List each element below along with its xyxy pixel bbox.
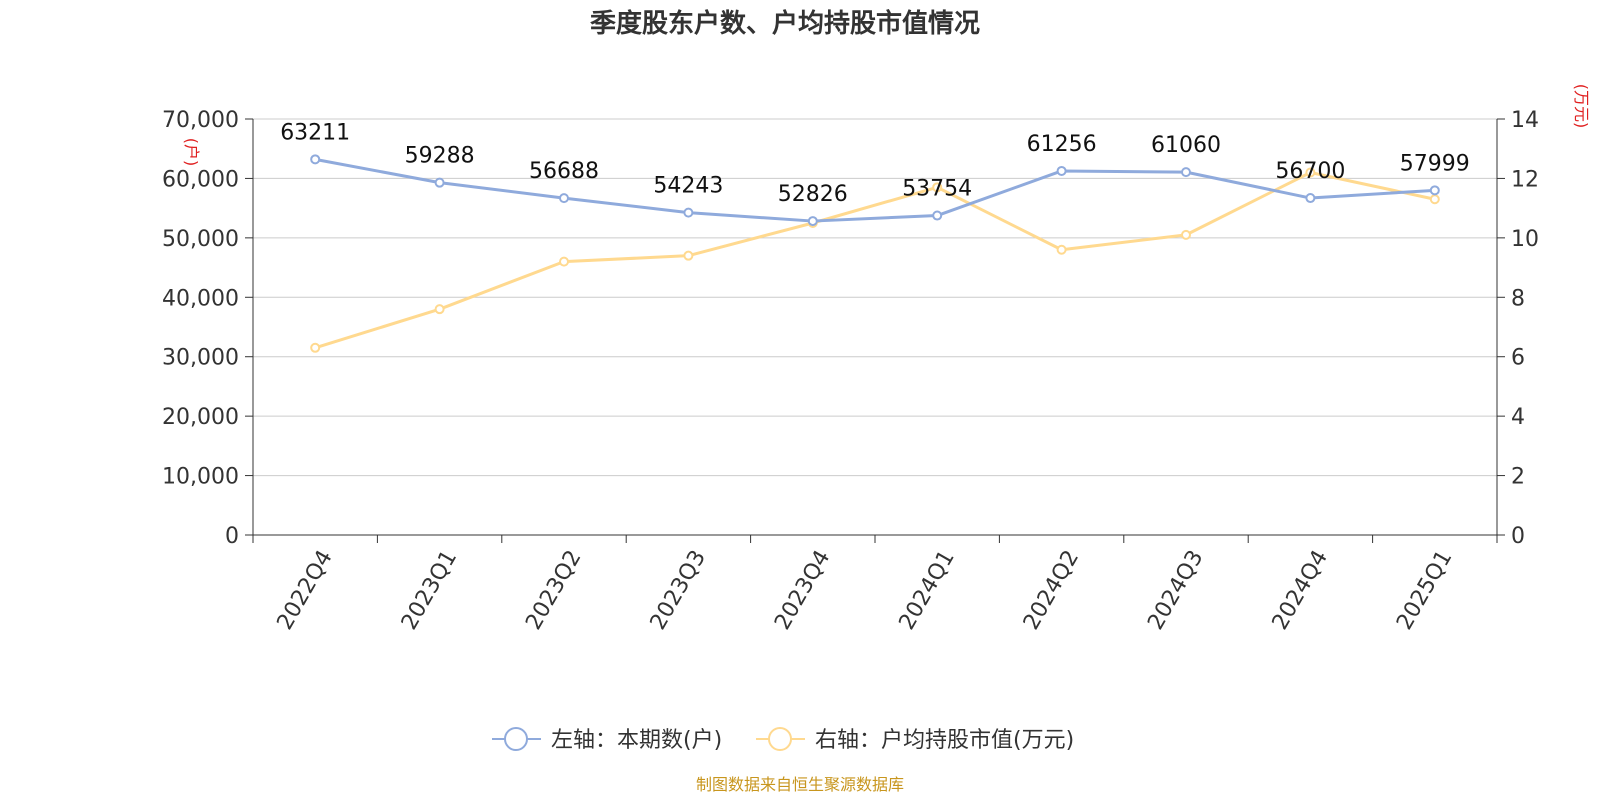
- x-tick-label: 2023Q1: [397, 546, 462, 634]
- right-tick-label: 2: [1511, 465, 1525, 490]
- data-label: 52826: [778, 182, 848, 207]
- left-tick-label: 40,000: [162, 286, 239, 311]
- data-point-right[interactable]: [434, 304, 445, 315]
- source-note: 制图数据来自恒生聚源数据库: [696, 775, 904, 794]
- legend-item-right-series[interactable]: 右轴：户均持股市值(万元): [756, 727, 1074, 753]
- data-point-right[interactable]: [1429, 194, 1440, 205]
- legend-label-right: 右轴：户均持股市值(万元): [815, 728, 1074, 753]
- data-label: 53754: [902, 177, 972, 202]
- data-label: 54243: [653, 174, 723, 199]
- series-lines: [314, 157, 1436, 350]
- data-point-right[interactable]: [1305, 167, 1316, 178]
- data-label: 56688: [529, 159, 599, 184]
- right-tick-label: 12: [1511, 167, 1539, 192]
- data-point-left[interactable]: [932, 210, 943, 221]
- left-tick-label: 60,000: [162, 167, 239, 192]
- x-tick-label: 2022Q4: [273, 546, 338, 634]
- x-tick-label: 2024Q4: [1268, 546, 1333, 634]
- data-point-right[interactable]: [683, 250, 694, 261]
- data-point-left[interactable]: [1305, 193, 1316, 204]
- x-tick-label: 2024Q3: [1143, 546, 1208, 634]
- data-label: 56700: [1275, 159, 1345, 184]
- data-point-right[interactable]: [559, 256, 569, 267]
- right-axis-unit: (万元): [1572, 84, 1591, 129]
- series-points: [310, 154, 1440, 353]
- x-tick-label: 2023Q3: [646, 546, 711, 634]
- legend-label-left: 左轴：本期数(户): [551, 728, 722, 753]
- data-point-left[interactable]: [1056, 165, 1067, 176]
- series-line-left: [314, 157, 1435, 223]
- legend-item-left-series[interactable]: 左轴：本期数(户): [492, 727, 722, 753]
- data-point-left[interactable]: [683, 207, 694, 218]
- left-tick-label: 30,000: [162, 346, 239, 371]
- grid-lines: [253, 118, 1497, 477]
- legend-marker-left: [504, 727, 528, 751]
- x-tick-label: 2023Q4: [770, 546, 835, 634]
- right-tick-label: 8: [1511, 286, 1525, 311]
- data-labels: 63211 59288 56688 54243 52826 53754 61256 61060…: [280, 120, 1470, 207]
- left-axis-unit: (户): [182, 138, 201, 167]
- right-tick-label: 14: [1511, 108, 1539, 133]
- data-label: 61256: [1027, 132, 1097, 157]
- right-tick-label: 0: [1511, 524, 1525, 549]
- left-tick-label: 0: [225, 524, 239, 549]
- data-label: 57999: [1400, 151, 1470, 176]
- data-point-left[interactable]: [1429, 185, 1440, 196]
- data-point-left[interactable]: [310, 154, 321, 165]
- data-point-right[interactable]: [1181, 229, 1191, 240]
- legend: 左轴：本期数(户) 右轴：户均持股市值(万元): [492, 727, 1074, 753]
- x-tick-label: 2025Q1: [1392, 546, 1457, 634]
- data-label: 63211: [280, 120, 350, 145]
- data-point-left[interactable]: [559, 193, 569, 204]
- data-point-left[interactable]: [434, 177, 445, 188]
- x-tick-label: 2023Q2: [521, 546, 586, 634]
- left-tick-label: 20,000: [162, 405, 239, 430]
- data-label: 59288: [405, 144, 475, 169]
- data-point-right[interactable]: [1056, 244, 1067, 255]
- left-tick-label: 10,000: [162, 465, 239, 490]
- chart-title: 季度股东户数、户均持股市值情况: [590, 8, 980, 39]
- axes: 0 0 10,000 2 20,000 4 30,000 6 40,000 8 50,000 10 60…: [162, 108, 1539, 634]
- x-tick-label: 2024Q2: [1019, 546, 1084, 634]
- left-tick-label: 50,000: [162, 227, 239, 252]
- right-tick-label: 10: [1511, 227, 1539, 252]
- right-tick-label: 4: [1511, 405, 1525, 430]
- data-label: 61060: [1151, 133, 1221, 158]
- series-line-right: [314, 170, 1436, 350]
- right-tick-label: 6: [1511, 346, 1525, 371]
- legend-marker-right: [768, 727, 792, 751]
- data-point-left[interactable]: [1181, 167, 1191, 178]
- data-point-left[interactable]: [807, 216, 818, 227]
- x-tick-label: 2024Q1: [895, 546, 960, 634]
- data-point-right[interactable]: [310, 342, 321, 353]
- left-tick-label: 70,000: [162, 108, 239, 133]
- data-point-right[interactable]: [932, 182, 943, 193]
